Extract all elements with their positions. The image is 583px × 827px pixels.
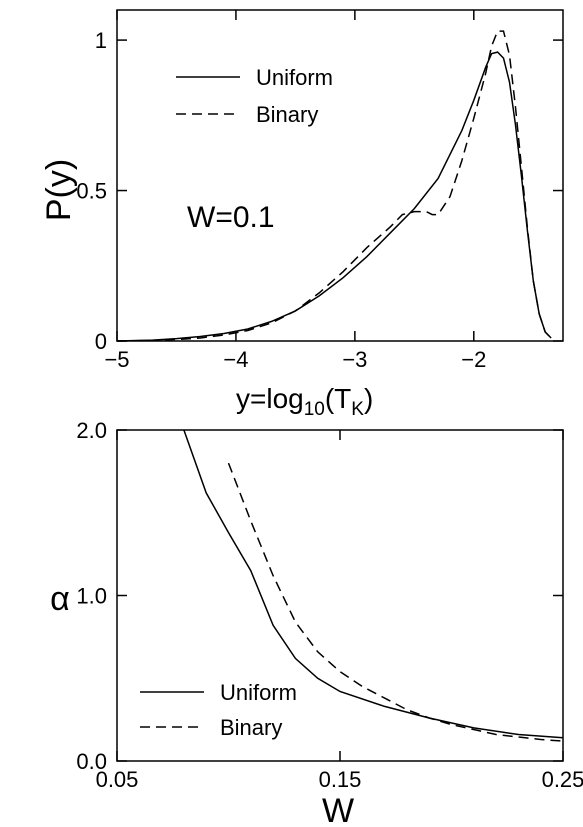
bottom-plot-frame xyxy=(116,429,564,762)
bottom-legend-uniform-label: Uniform xyxy=(220,680,297,705)
top-series-binary-line xyxy=(116,30,552,342)
bottom-panel: 0.05 0.15 0.25 0.0 1.0 2.0 α W Uniform Binary xyxy=(50,418,583,827)
top-series xyxy=(116,30,552,342)
bottom-legend-binary-label: Binary xyxy=(220,715,282,740)
x-label-sub2: K xyxy=(351,399,364,420)
top-annotation: W=0.1 xyxy=(187,201,275,234)
top-plot-frame xyxy=(116,9,564,342)
x-label-mid: (T xyxy=(325,383,351,414)
top-x-axis-label: y=log10(TK) xyxy=(236,383,373,420)
top-ticks: −5 −4 −3 −2 0 0.5 1 xyxy=(76,10,563,372)
bottom-y-tick-label: 0.0 xyxy=(76,749,107,774)
x-label-sub1: 10 xyxy=(304,399,325,420)
top-series-uniform-line xyxy=(116,51,552,342)
bottom-series-binary-line xyxy=(227,462,564,742)
bottom-series-uniform-line xyxy=(183,429,564,739)
bottom-y-tick-label: 2.0 xyxy=(76,418,107,443)
bottom-ticks: 0.05 0.15 0.25 0.0 1.0 2.0 xyxy=(76,418,583,792)
top-y-axis-label: P(y) xyxy=(40,159,78,221)
top-x-tick-label: −2 xyxy=(461,347,486,372)
top-y-tick-label: 0 xyxy=(95,329,107,354)
bottom-y-axis-label: α xyxy=(50,580,70,618)
top-legend: Uniform Binary xyxy=(176,65,333,127)
top-legend-binary-label: Binary xyxy=(256,102,318,127)
bottom-legend: Uniform Binary xyxy=(140,680,297,740)
bottom-x-tick-label: 0.05 xyxy=(96,767,139,792)
top-y-tick-label: 0.5 xyxy=(76,179,107,204)
x-label-end: ) xyxy=(364,383,373,414)
bottom-x-tick-label: 0.25 xyxy=(542,767,583,792)
top-panel: −5 −4 −3 −2 0 0.5 1 P(y) W=0.1 y=log10(TK) Uni… xyxy=(40,9,564,420)
x-label-main: y=log xyxy=(236,383,304,414)
bottom-x-tick-label: 0.15 xyxy=(319,767,362,792)
top-x-tick-label: −4 xyxy=(223,347,248,372)
top-x-tick-label: −3 xyxy=(342,347,367,372)
bottom-series xyxy=(183,429,564,742)
bottom-y-tick-label: 1.0 xyxy=(76,584,107,609)
top-legend-uniform-label: Uniform xyxy=(256,65,333,90)
top-y-tick-label: 1 xyxy=(95,28,107,53)
bottom-x-axis-label: W xyxy=(322,792,354,827)
top-x-tick-label: −5 xyxy=(104,347,129,372)
